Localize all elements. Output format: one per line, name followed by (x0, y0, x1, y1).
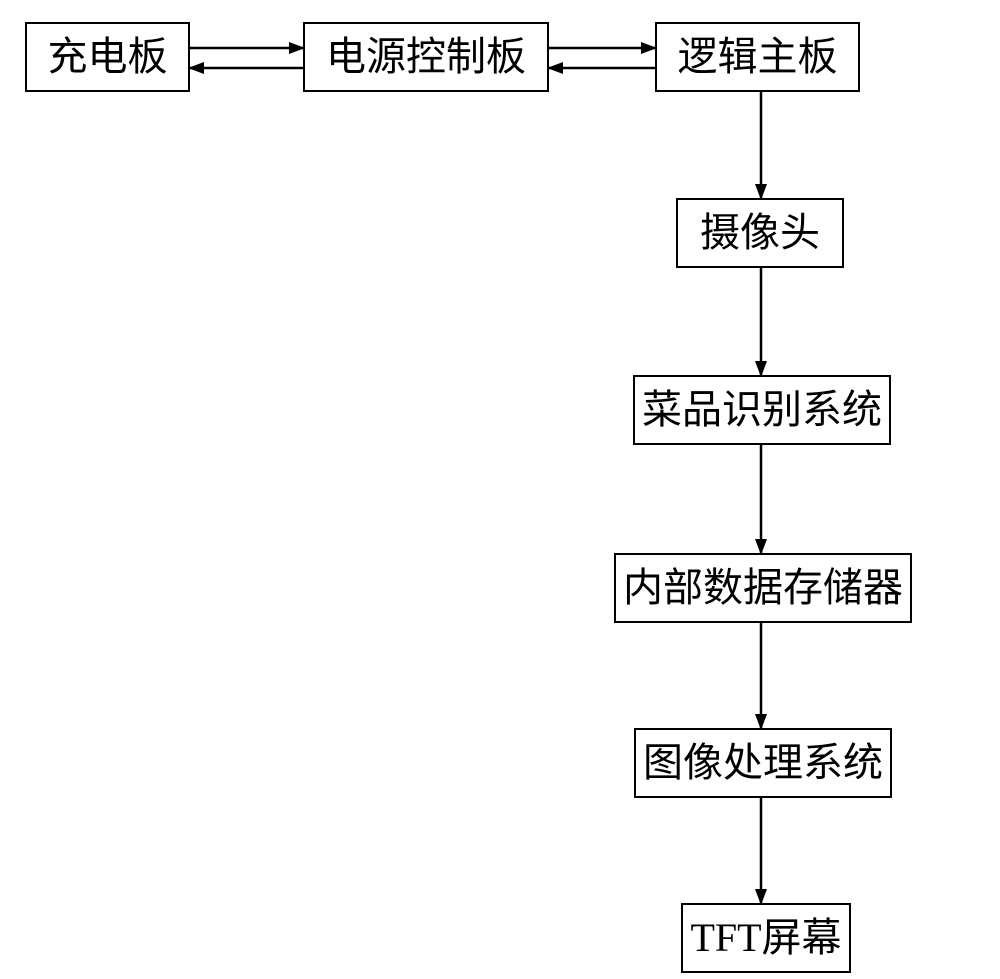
node-charging-board: 充电板 (25, 22, 190, 92)
diagram-canvas: 充电板 电源控制板 逻辑主板 摄像头 菜品识别系统 内部数据存储器 图像处理系统… (0, 0, 1000, 979)
node-label: TFT屏幕 (690, 918, 841, 958)
node-label: 充电板 (48, 37, 168, 77)
edges-layer (0, 0, 1000, 979)
node-label: 电源控制板 (326, 37, 526, 77)
node-camera: 摄像头 (676, 198, 844, 268)
node-label: 逻辑主板 (678, 37, 838, 77)
node-label: 内部数据存储器 (623, 568, 903, 608)
node-internal-storage: 内部数据存储器 (614, 553, 912, 623)
node-logic-mainboard: 逻辑主板 (655, 22, 860, 92)
node-label: 图像处理系统 (643, 743, 883, 783)
node-tft-screen: TFT屏幕 (681, 903, 851, 973)
node-dish-recognition: 菜品识别系统 (633, 375, 891, 445)
node-power-ctrl-board: 电源控制板 (303, 22, 549, 92)
node-label: 摄像头 (700, 213, 820, 253)
node-label: 菜品识别系统 (642, 390, 882, 430)
node-image-processing: 图像处理系统 (634, 728, 892, 798)
